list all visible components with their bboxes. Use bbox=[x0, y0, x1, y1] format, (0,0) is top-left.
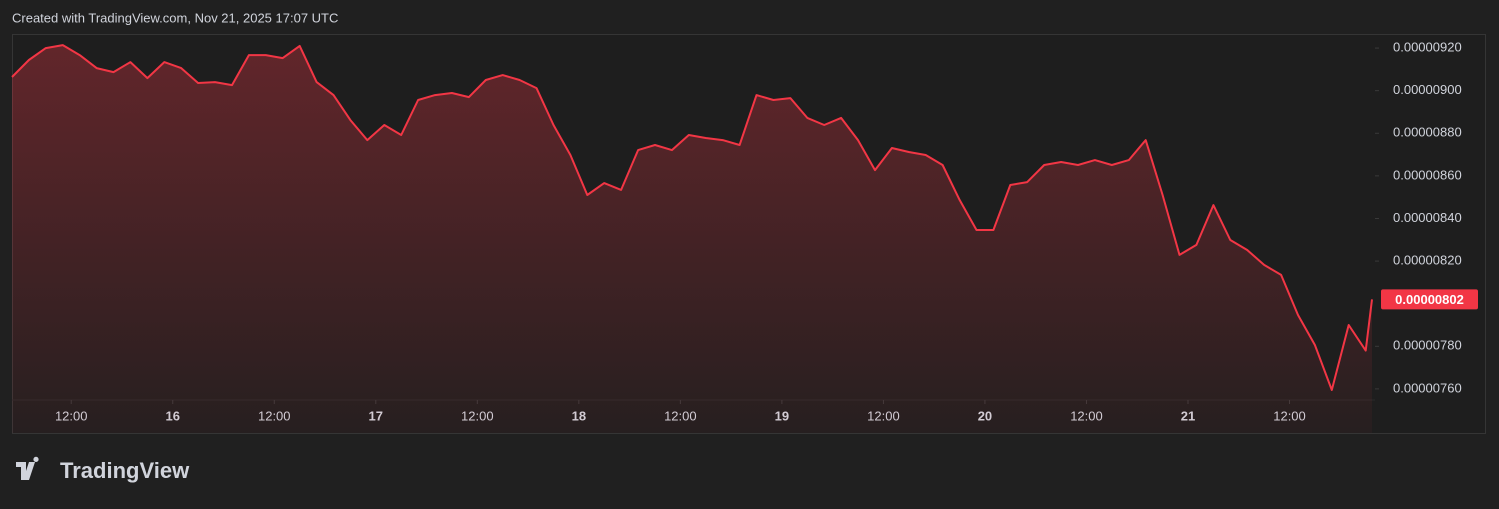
price-line bbox=[11, 44, 1373, 391]
y-tick-label: 0.00000780 bbox=[1393, 338, 1462, 353]
area-fill bbox=[12, 45, 1372, 433]
y-tick-label: 0.00000880 bbox=[1393, 125, 1462, 140]
last-price-box bbox=[1381, 289, 1478, 310]
last-price-label: 0.00000802 bbox=[1395, 292, 1464, 307]
header-text: Created with TradingView.com, Nov 21, 20… bbox=[12, 10, 338, 25]
y-tick-label: 0.00000840 bbox=[1393, 210, 1462, 225]
logo-text: TradingView bbox=[60, 458, 190, 483]
y-tick-label: 0.00000920 bbox=[1393, 39, 1462, 54]
y-tick-label: 0.00000760 bbox=[1393, 380, 1462, 395]
y-tick-label: 0.00000900 bbox=[1393, 82, 1462, 97]
logo-icon bbox=[16, 456, 39, 480]
logo: TradingView bbox=[16, 456, 190, 483]
y-tick-label: 0.00000820 bbox=[1393, 253, 1462, 268]
y-tick-label: 0.00000860 bbox=[1393, 167, 1462, 182]
